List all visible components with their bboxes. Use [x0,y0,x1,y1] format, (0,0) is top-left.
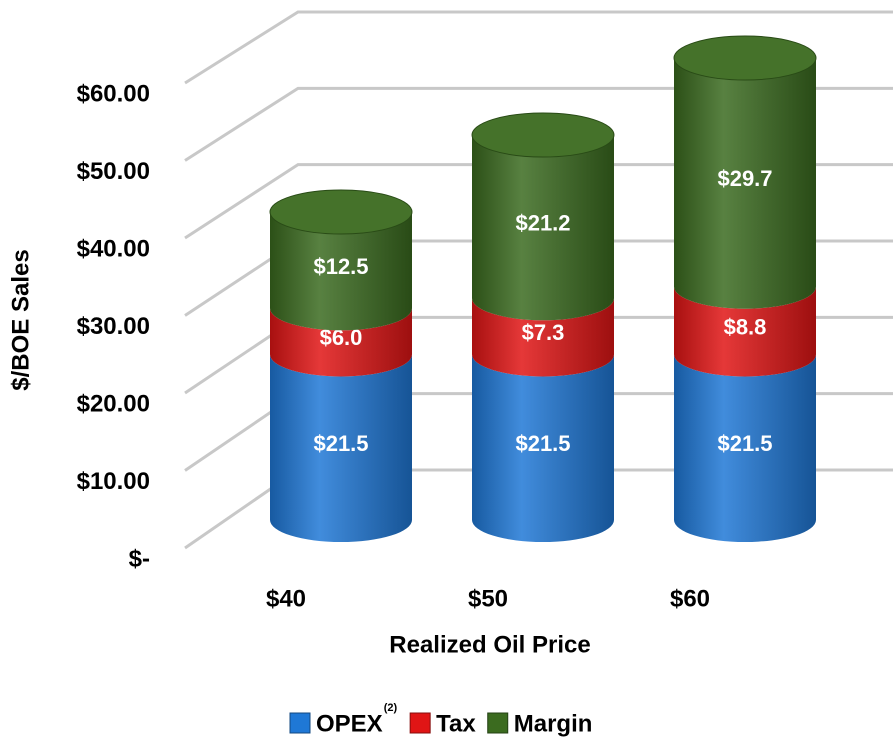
value-label: $21.5 [313,431,368,456]
cylinder-top [269,189,413,235]
y-tick-label: $40.00 [77,235,150,262]
legend-swatch [289,712,311,734]
legend-label: OPEX [316,710,383,737]
legend-swatch [409,712,431,734]
x-tick-label: $50 [468,585,508,612]
legend-note: (2) [384,702,398,714]
cylinder-top [471,112,615,158]
y-tick-label: $30.00 [77,313,150,340]
cylinder-segment [674,58,816,309]
value-label: $29.7 [717,166,772,191]
grid-line [184,10,893,85]
y-tick-label: $20.00 [77,390,150,417]
cylinder-top [673,35,817,81]
value-label: $12.5 [313,254,368,279]
x-tick-label: $40 [266,585,306,612]
y-axis-label: $/BOE Sales [7,249,34,390]
value-label: $21.5 [717,431,772,456]
x-tick-label: $60 [670,585,710,612]
cylinder-segment [270,212,412,331]
value-label: $21.2 [515,210,570,235]
cylinder-segment [270,308,412,377]
cylinder-segment [674,286,816,377]
y-tick-label: $- [129,545,150,572]
y-tick-label: $50.00 [77,158,150,185]
legend-label: Margin [514,710,593,737]
cylinder-segment [674,354,816,542]
legend-label: Tax [436,710,476,737]
cylinder-segment [472,135,614,321]
x-axis-label: Realized Oil Price [389,631,590,658]
cylinder-segment [472,354,614,542]
value-label: $8.8 [724,314,767,339]
value-label: $7.3 [522,320,565,345]
y-tick-label: $10.00 [77,468,150,495]
legend-swatch [487,712,509,734]
cylinder-segment [472,298,614,377]
y-tick-label: $60.00 [77,80,150,107]
cylinder-segment [270,354,412,542]
value-label: $21.5 [515,431,570,456]
